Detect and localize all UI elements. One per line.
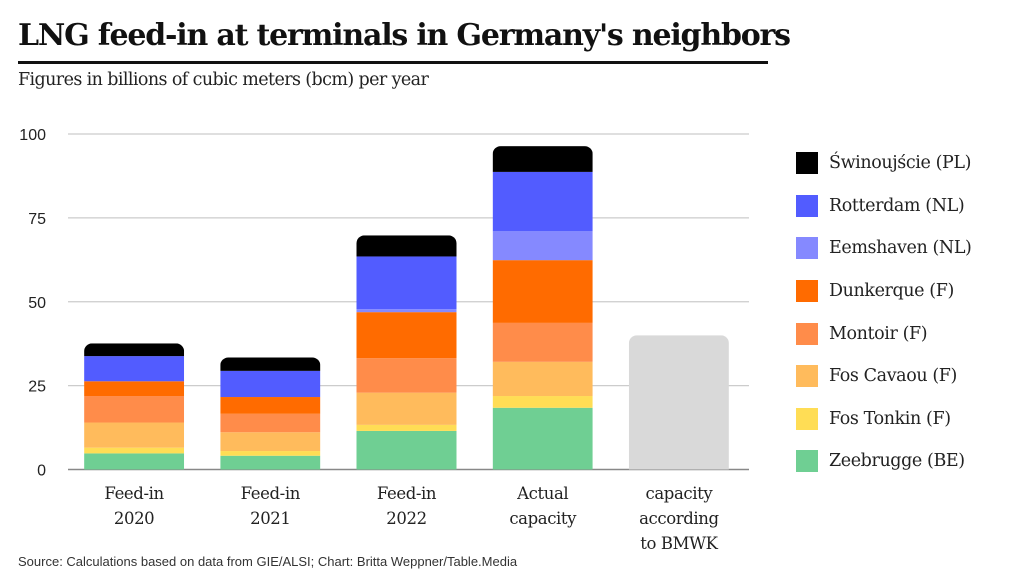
bar-stack	[84, 343, 185, 470]
bar-segment	[220, 413, 321, 433]
bar-segment	[356, 424, 457, 431]
legend-label: Fos Tonkin (F)	[829, 408, 951, 429]
bar-segment	[84, 381, 185, 397]
bar-segment	[84, 356, 185, 382]
bar-segment	[220, 432, 321, 452]
legend-item: Fos Cavaou (F)	[796, 355, 971, 398]
legend-item: Zeebrugge (BE)	[796, 440, 971, 483]
legend-swatch	[796, 194, 818, 217]
legend-label: Eemshaven (NL)	[829, 238, 972, 259]
bar-segment	[84, 447, 185, 454]
bar-stack	[492, 146, 593, 470]
legend-label: Fos Cavaou (F)	[829, 366, 957, 387]
bar-segment	[84, 453, 185, 470]
legend-item: Fos Tonkin (F)	[796, 398, 971, 441]
bar-segment	[628, 335, 729, 470]
bar-segment	[492, 171, 593, 232]
bar-segment	[492, 361, 593, 397]
legend-swatch	[796, 450, 818, 473]
legend-label: Rotterdam (NL)	[829, 195, 965, 216]
bar-stack	[628, 335, 729, 470]
bar-segment	[220, 451, 321, 456]
bar-segment	[84, 422, 185, 448]
bar-segment	[492, 146, 593, 172]
legend-swatch	[796, 365, 818, 388]
legend-label: Montoir (F)	[829, 323, 928, 344]
bar-segment	[220, 370, 321, 398]
y-tick-label: 0	[37, 463, 46, 480]
bar-stack	[220, 357, 321, 470]
bar-segment	[356, 392, 457, 425]
bar-segment	[220, 397, 321, 414]
x-tick-label: Feed-in 2021	[241, 484, 301, 528]
bar-segment	[492, 260, 593, 323]
legend-item: Rotterdam (NL)	[796, 185, 971, 228]
y-tick-label: 100	[19, 127, 46, 144]
bar-segment	[356, 235, 457, 257]
source-note: Source: Calculations based on data from …	[18, 554, 518, 569]
bar-segment	[356, 309, 457, 313]
x-tick-label: Feed-in 2022	[377, 484, 437, 528]
legend-label: Dunkerque (F)	[829, 281, 954, 302]
x-tick-label: capacity according to BMWK	[639, 484, 719, 553]
y-tick-label: 75	[28, 211, 46, 228]
legend-swatch	[796, 322, 818, 345]
bar-segment	[492, 396, 593, 408]
x-tick-label: Feed-in 2020	[104, 484, 164, 528]
legend-label: Zeebrugge (BE)	[829, 451, 965, 472]
bar-segment	[356, 256, 457, 310]
bar-segment	[220, 455, 321, 470]
title-underline	[18, 61, 768, 64]
y-tick-label: 50	[28, 295, 46, 312]
bar-segment	[356, 430, 457, 470]
legend-swatch	[796, 152, 818, 175]
bar-segment	[492, 322, 593, 362]
legend: Świnoujście (PL) Rotterdam (NL) Eemshaven …	[796, 142, 972, 483]
chart-title: LNG feed-in at terminals in Germany's ne…	[18, 18, 791, 53]
bar-segment	[492, 407, 593, 470]
y-tick-label: 25	[28, 379, 46, 396]
x-tick-label: Actual capacity	[509, 484, 577, 528]
bar-segment	[356, 358, 457, 393]
legend-item: Montoir (F)	[796, 312, 971, 355]
legend-item: Eemshaven (NL)	[796, 227, 972, 270]
bar-segment	[84, 343, 185, 357]
bar-segment	[220, 357, 321, 371]
legend-swatch	[796, 280, 818, 303]
bar-segment	[356, 312, 457, 359]
legend-swatch	[796, 407, 818, 430]
bar-segment	[84, 396, 185, 423]
legend-label: Świnoujście (PL)	[829, 153, 972, 174]
bar-segment	[492, 231, 593, 261]
chart-subtitle: Figures in billions of cubic meters (bcm…	[18, 70, 429, 90]
legend-item: Dunkerque (F)	[796, 270, 971, 313]
legend-item: Świnoujście (PL)	[796, 142, 971, 185]
bar-stack	[356, 235, 457, 470]
legend-swatch	[796, 237, 818, 260]
